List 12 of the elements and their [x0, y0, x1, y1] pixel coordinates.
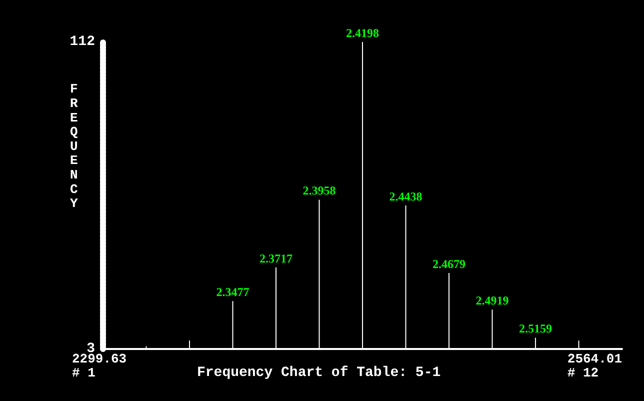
- x-tick-label: 2.5159: [519, 322, 552, 336]
- x-tick-label: 2.4919: [476, 294, 509, 308]
- text: 2564.01 # 12: [567, 352, 622, 380]
- x-tick-label: 2.4198: [346, 26, 379, 40]
- x-tick-label: 2.3717: [260, 251, 292, 266]
- text: Frequency Chart of Table: 5-1: [197, 365, 441, 381]
- text: FREQUENCY: [70, 82, 78, 212]
- x-tick-label: 2.4679: [432, 256, 466, 271]
- x-tick-label: 2.4438: [389, 189, 422, 204]
- x-tick-label: 2.3958: [302, 184, 336, 198]
- x-tick-label: 2.3477: [216, 285, 250, 300]
- y-tick-label: 112: [70, 34, 95, 50]
